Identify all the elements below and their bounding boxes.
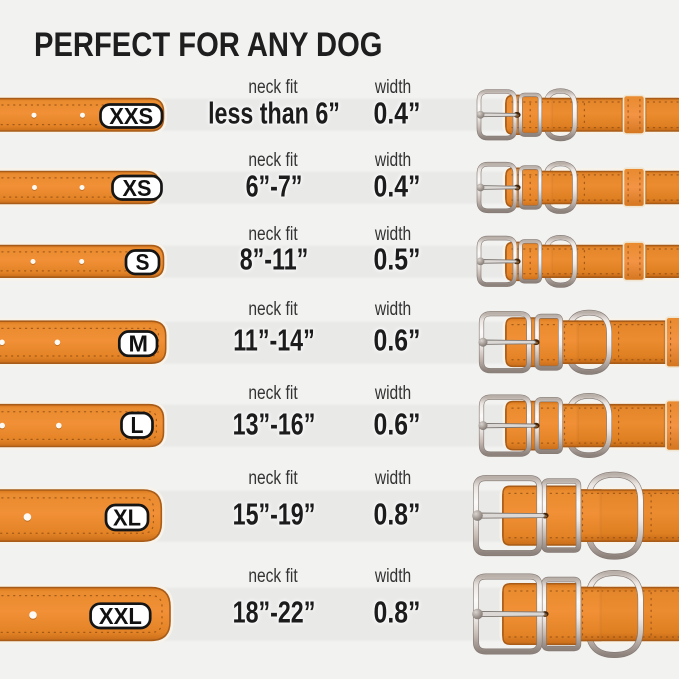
svg-text:S: S [136,249,150,275]
svg-text:L: L [131,412,144,438]
svg-text:XXS: XXS [109,103,153,129]
svg-text:XS: XS [123,175,152,201]
svg-text:XL: XL [113,505,141,531]
svg-text:M: M [128,331,148,357]
svg-text:XXL: XXL [99,603,142,629]
